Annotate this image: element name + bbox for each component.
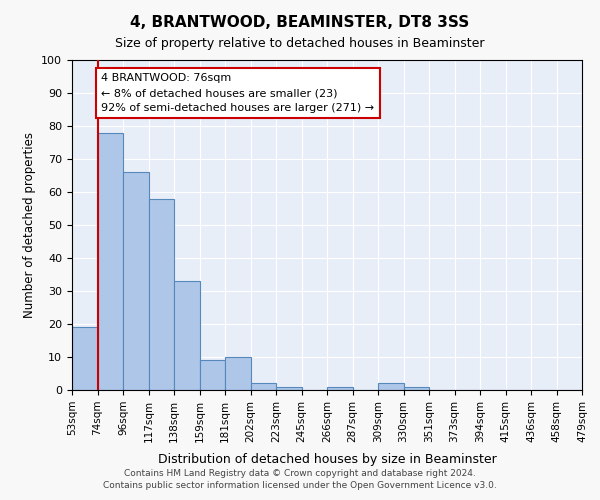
Text: Size of property relative to detached houses in Beaminster: Size of property relative to detached ho… bbox=[115, 38, 485, 51]
Bar bbox=[225, 357, 251, 390]
Y-axis label: Number of detached properties: Number of detached properties bbox=[23, 132, 36, 318]
Bar bbox=[378, 384, 404, 390]
Bar bbox=[149, 198, 174, 390]
Bar bbox=[72, 328, 97, 390]
Bar bbox=[276, 386, 302, 390]
Bar bbox=[174, 281, 199, 390]
Bar bbox=[404, 386, 429, 390]
Text: 4 BRANTWOOD: 76sqm
← 8% of detached houses are smaller (23)
92% of semi-detached: 4 BRANTWOOD: 76sqm ← 8% of detached hous… bbox=[101, 73, 374, 113]
Text: 4, BRANTWOOD, BEAMINSTER, DT8 3SS: 4, BRANTWOOD, BEAMINSTER, DT8 3SS bbox=[130, 15, 470, 30]
Bar bbox=[199, 360, 225, 390]
Bar bbox=[327, 386, 353, 390]
X-axis label: Distribution of detached houses by size in Beaminster: Distribution of detached houses by size … bbox=[158, 453, 496, 466]
Bar bbox=[97, 132, 123, 390]
Bar bbox=[251, 384, 276, 390]
Bar bbox=[123, 172, 149, 390]
Text: Contains HM Land Registry data © Crown copyright and database right 2024.
Contai: Contains HM Land Registry data © Crown c… bbox=[103, 468, 497, 490]
